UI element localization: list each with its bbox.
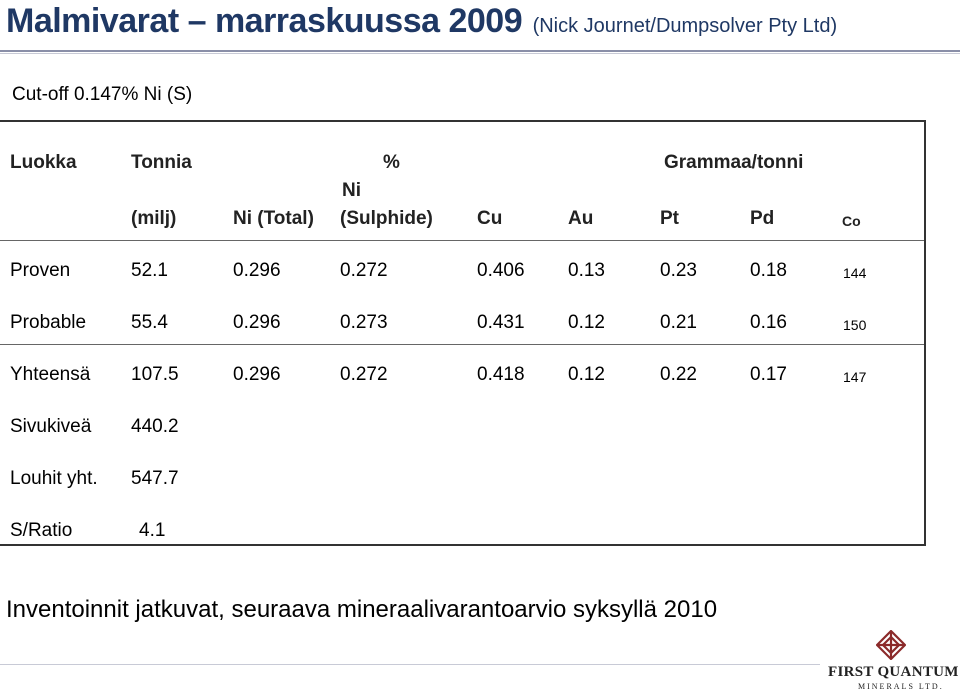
cell-au: 0.13 [568, 260, 605, 281]
cell-co: 147 [843, 369, 867, 385]
title-source: (Nick Journet/Dumpsolver Pty Ltd) [532, 15, 838, 37]
cell-tonnia: 107.5 [131, 364, 179, 385]
cell-pt: 0.22 [660, 364, 697, 385]
header-tonnia-unit: (milj) [131, 208, 177, 229]
cell-ni-total: 0.296 [233, 260, 281, 281]
cell-cu: 0.431 [477, 312, 525, 333]
cell-tonnia: 55.4 [131, 312, 168, 333]
header-ni-total: Ni (Total) [233, 208, 314, 229]
footer-note: Inventoinnit jatkuvat, seuraava mineraal… [6, 596, 718, 623]
cell-pd: 0.18 [750, 260, 787, 281]
footer-divider [0, 664, 820, 665]
title-divider [0, 50, 960, 52]
cell-tonnia: 4.1 [139, 520, 166, 541]
cell-tonnia: 52.1 [131, 260, 168, 281]
header-pt: Pt [660, 208, 679, 229]
row-label: Proven [10, 260, 71, 281]
row-label: Yhteensä [10, 364, 91, 385]
header-tonnia: Tonnia [131, 152, 192, 173]
cell-ni-total: 0.296 [233, 312, 281, 333]
cell-pd: 0.17 [750, 364, 787, 385]
cell-au: 0.12 [568, 364, 605, 385]
first-quantum-diamond-icon [876, 630, 906, 660]
header-divider [0, 240, 924, 241]
header-co: Co [842, 213, 861, 229]
header-ni-sulphide: (Sulphide) [340, 208, 433, 229]
cell-co: 150 [843, 317, 867, 333]
cell-cu: 0.406 [477, 260, 525, 281]
cell-pt: 0.23 [660, 260, 697, 281]
logo-name: FIRST QUANTUM [828, 664, 959, 680]
row-label: Probable [10, 312, 87, 333]
row-label: S/Ratio [10, 520, 73, 541]
cell-ni-sulphide: 0.273 [340, 312, 388, 333]
cell-co: 144 [843, 265, 867, 281]
cell-cu: 0.418 [477, 364, 525, 385]
cell-pt: 0.21 [660, 312, 697, 333]
company-logo: FIRST QUANTUM MINERALS LTD. [828, 630, 960, 695]
reserves-table: Luokka Tonnia % Grammaa/tonni Ni (milj) … [0, 120, 926, 546]
title-main: Malmivarat – marraskuussa 2009 [6, 2, 523, 40]
slide-title: Malmivarat – marraskuussa 2009 (Nick Jou… [6, 2, 837, 41]
header-grammaa: Grammaa/tonni [664, 152, 804, 173]
logo-subtitle: MINERALS LTD. [858, 682, 944, 691]
header-percent: % [383, 152, 400, 173]
cell-au: 0.12 [568, 312, 605, 333]
header-pd: Pd [750, 208, 775, 229]
cell-ni-sulphide: 0.272 [340, 364, 388, 385]
cell-ni-total: 0.296 [233, 364, 281, 385]
row-label: Louhit yht. [10, 468, 98, 489]
subtotal-divider [0, 344, 924, 345]
header-luokka: Luokka [10, 152, 77, 173]
cutoff-label: Cut-off 0.147% Ni (S) [12, 84, 193, 105]
cell-ni-sulphide: 0.272 [340, 260, 388, 281]
header-au: Au [568, 208, 594, 229]
cell-tonnia: 440.2 [131, 416, 179, 437]
cell-pd: 0.16 [750, 312, 787, 333]
row-label: Sivukiveä [10, 416, 92, 437]
cell-tonnia: 547.7 [131, 468, 179, 489]
header-ni-sulphide-top: Ni [342, 180, 361, 201]
title-divider-thin [0, 53, 960, 54]
header-cu: Cu [477, 208, 503, 229]
